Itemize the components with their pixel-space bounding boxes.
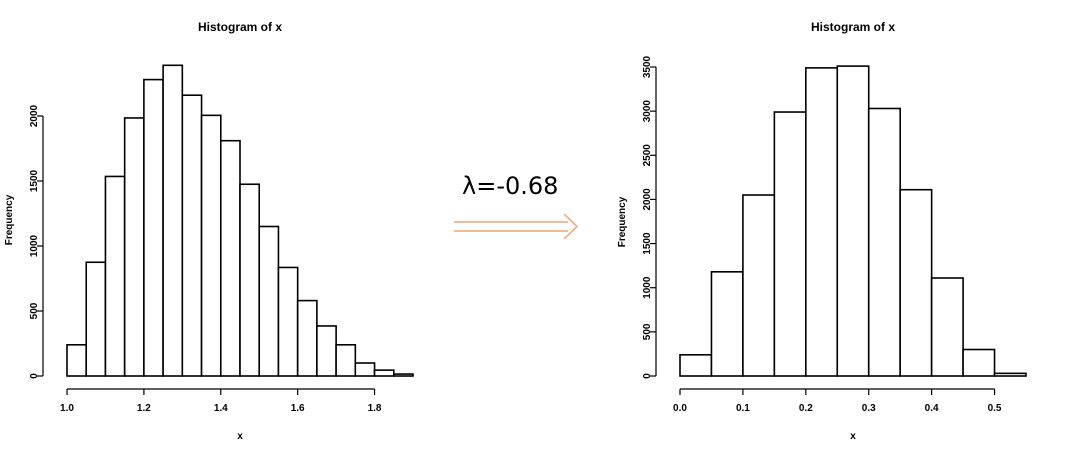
arrow-head	[563, 213, 579, 240]
histogram-bar	[335, 343, 357, 377]
x-tick-label: 0.1	[736, 403, 750, 414]
y-tick-label: 1500	[642, 232, 653, 255]
histogram-bar	[258, 225, 280, 377]
left-histogram-panel: Histogram of x 1.0 1.2 1.4 1.6 1.8 0 500 1000 150…	[0, 0, 430, 455]
x-tick-label: 1.2	[137, 403, 151, 414]
histogram-bar	[836, 65, 870, 377]
histogram-bar	[899, 188, 933, 377]
x-tick-label: 0.2	[799, 403, 813, 414]
histogram-bar	[930, 277, 964, 377]
y-axis-label: Frequency	[4, 194, 15, 245]
right-histogram-chart: Histogram of x 0.0 0.1 0.2 0.3 0.4 0.5 0 500 1000…	[617, 20, 1027, 442]
histogram-bar	[277, 266, 299, 377]
x-tick-label: 1.6	[291, 403, 305, 414]
histogram-bar	[143, 78, 164, 377]
y-tick-label: 500	[642, 323, 653, 340]
histogram-bar	[85, 261, 107, 377]
y-tick-label: 1500	[29, 169, 40, 192]
x-tick-label: 1.4	[214, 403, 228, 414]
y-tick-label: 2000	[642, 188, 653, 211]
histogram-bar	[239, 183, 261, 377]
chart-title: Histogram of x	[811, 20, 895, 34]
histogram-bar	[200, 114, 222, 377]
histogram-bar	[773, 111, 807, 377]
histogram-bar	[219, 139, 241, 377]
histogram-bar	[123, 117, 145, 377]
histogram-bar	[867, 107, 901, 377]
histogram-bar	[66, 343, 88, 377]
y-axis-label: Frequency	[617, 196, 628, 247]
histogram-bar	[316, 325, 337, 377]
histogram-bar	[104, 175, 126, 377]
y-tick-label: 0	[29, 373, 40, 379]
x-tick-label: 1.8	[368, 403, 382, 414]
x-tick-label: 1.0	[60, 403, 74, 414]
y-tick-label: 3500	[642, 55, 653, 78]
y-tick-label: 0	[642, 373, 653, 379]
histogram-bar	[805, 67, 839, 377]
histogram-bar	[181, 94, 203, 377]
lambda-label: λ=-0.68	[462, 172, 559, 200]
x-tick-label: 0.4	[925, 403, 939, 414]
x-tick-label: 0.0	[673, 403, 687, 414]
x-axis-label: x	[237, 431, 243, 442]
histogram-bar	[742, 194, 776, 377]
y-tick-label: 2500	[642, 144, 653, 167]
x-tick-label: 0.5	[988, 403, 1002, 414]
left-histogram-chart: Histogram of x 1.0 1.2 1.4 1.6 1.8 0 500 1000 150…	[4, 20, 414, 442]
transform-arrow	[454, 213, 579, 240]
histogram-bar	[679, 354, 713, 377]
x-tick-label: 0.3	[862, 403, 876, 414]
right-histogram-panel: Histogram of x 0.0 0.1 0.2 0.3 0.4 0.5 0 500 1000…	[600, 0, 1067, 455]
chart-title: Histogram of x	[198, 20, 282, 34]
x-axis-label: x	[850, 431, 856, 442]
histogram-bar	[296, 299, 318, 377]
y-tick-label: 2000	[29, 104, 40, 127]
y-tick-label: 1000	[642, 276, 653, 299]
histogram-bar	[962, 348, 996, 377]
histogram-bar	[373, 369, 395, 377]
y-tick-label: 1000	[29, 234, 40, 257]
y-tick-label: 3000	[642, 100, 653, 123]
histogram-bar	[354, 362, 376, 377]
histogram-bar	[162, 64, 184, 377]
y-tick-label: 500	[29, 302, 40, 319]
histogram-bar	[710, 271, 744, 377]
histogram-bar	[392, 373, 414, 377]
histogram-bar	[993, 372, 1027, 377]
